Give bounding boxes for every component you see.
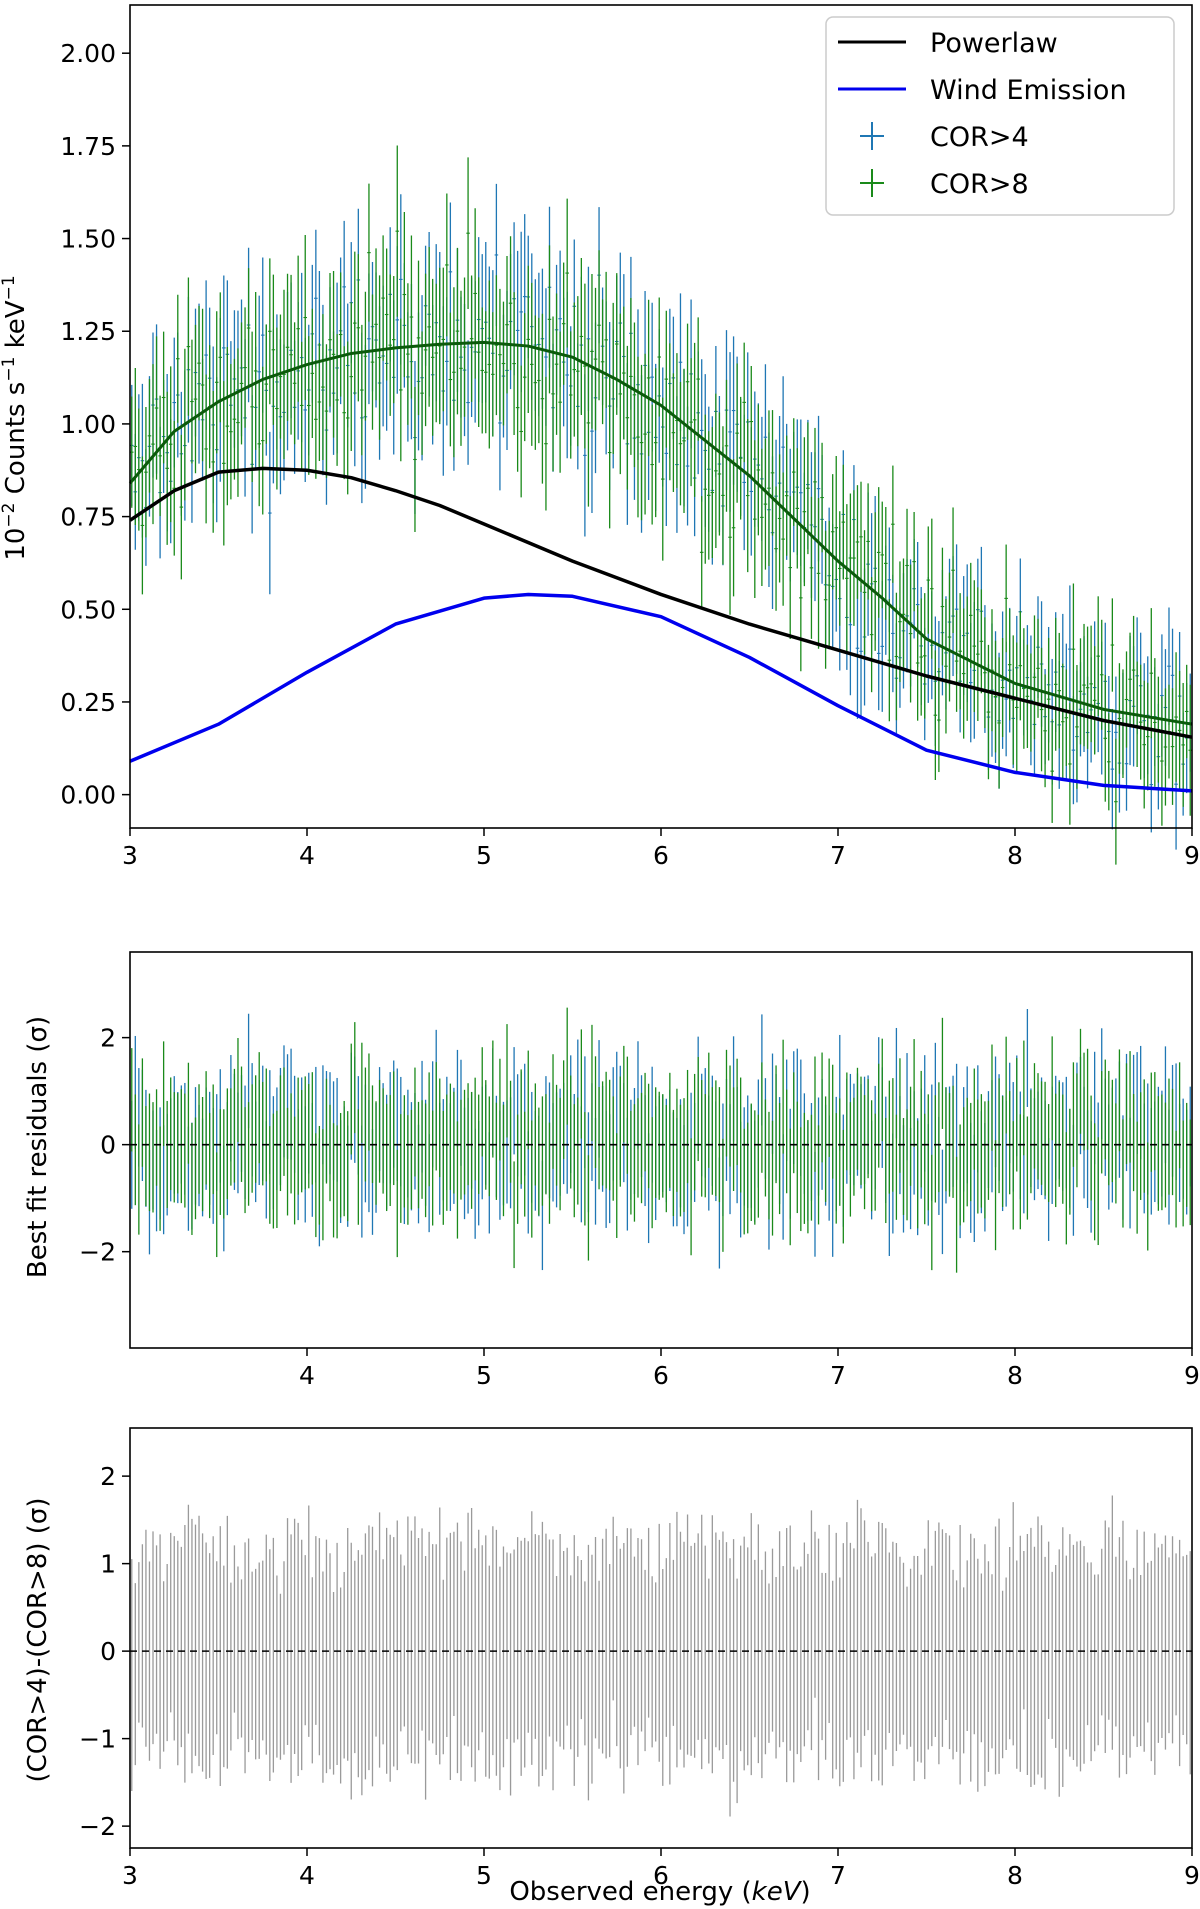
series-cor4-errorbars bbox=[130, 183, 1192, 850]
spectrum-xtick-label: 5 bbox=[476, 841, 492, 870]
difference-ytick-label: 1 bbox=[100, 1550, 116, 1579]
difference-ytick-label: −1 bbox=[79, 1725, 116, 1754]
spectrum-xtick-label: 6 bbox=[653, 841, 669, 870]
spectrum-ytick-label: 2.00 bbox=[60, 39, 116, 68]
difference-ytick-label: −2 bbox=[79, 1812, 116, 1841]
spectrum-ytick-label: 1.75 bbox=[60, 132, 116, 161]
spectrum-plot-area bbox=[128, 145, 1193, 865]
series-powerlaw-line bbox=[129, 466, 1193, 739]
spectrum-xtick-label: 7 bbox=[830, 841, 846, 870]
difference-xtick-label: 9 bbox=[1184, 1861, 1200, 1890]
residuals-xtick-label: 9 bbox=[1184, 1361, 1200, 1390]
spectrum-xtick-label: 9 bbox=[1184, 841, 1200, 870]
difference-xtick-label: 7 bbox=[830, 1861, 846, 1890]
residuals-cor8-errorbars bbox=[131, 1007, 1191, 1273]
difference-xtick-label: 6 bbox=[653, 1861, 669, 1890]
spectrum-ytick-label: 1.00 bbox=[60, 410, 116, 439]
residuals-xtick-label: 4 bbox=[299, 1361, 315, 1390]
difference-ylabel: (COR>4)-(COR>8) (σ) bbox=[23, 1497, 53, 1782]
residuals-frame bbox=[129, 951, 1193, 1349]
spectrum-ytick-label: 0.25 bbox=[60, 688, 116, 717]
legend: Powerlaw Wind Emission COR>4 COR>8 bbox=[825, 16, 1175, 216]
difference-errorbars bbox=[131, 1495, 1191, 1817]
spectrum-ytick-label: 0.75 bbox=[60, 503, 116, 532]
difference-plot-area bbox=[130, 1495, 1192, 1817]
spectrum-panel: 3 4 5 6 7 8 9 0.00 0.25 0.50 0.75 1.00 1.25 1.50 1.75 2… bbox=[0, 4, 1200, 870]
spectrum-ytick-label: 1.25 bbox=[60, 317, 116, 346]
spectrum-xtick-label: 3 bbox=[122, 841, 138, 870]
residuals-xtick-label: 8 bbox=[1007, 1361, 1023, 1390]
difference-panel: 3 4 5 6 7 8 9 −2 −1 0 1 2 (COR>4)-(COR>8) (σ) Obser… bbox=[23, 1427, 1200, 1907]
residuals-ticks: 4 5 6 7 8 9 −2 0 2 bbox=[79, 1024, 1200, 1390]
spectrum-xtick-label: 4 bbox=[299, 841, 315, 870]
residuals-plot-area bbox=[130, 1007, 1192, 1273]
residuals-ytick-label: 0 bbox=[100, 1131, 116, 1160]
difference-xtick-label: 4 bbox=[299, 1861, 315, 1890]
difference-xtick-label: 8 bbox=[1007, 1861, 1023, 1890]
residuals-panel: 4 5 6 7 8 9 −2 0 2 Best fit residuals (σ) bbox=[23, 951, 1200, 1390]
difference-ytick-label: 2 bbox=[100, 1462, 116, 1491]
series-total-model-line bbox=[128, 340, 1193, 726]
difference-ytick-label: 0 bbox=[100, 1637, 116, 1666]
legend-label-cor8: COR>8 bbox=[930, 169, 1029, 200]
spectrum-ticks: 3 4 5 6 7 8 9 0.00 0.25 0.50 0.75 1.00 1.25 1.50 1.75 2… bbox=[60, 39, 1200, 870]
legend-label-wind: Wind Emission bbox=[930, 75, 1127, 106]
series-wind-emission-line bbox=[129, 592, 1193, 793]
residuals-xtick-label: 7 bbox=[830, 1361, 846, 1390]
difference-xtick-label: 5 bbox=[476, 1861, 492, 1890]
spectrum-xtick-label: 8 bbox=[1007, 841, 1023, 870]
series-cor8-errorbars bbox=[130, 145, 1192, 865]
spectrum-ylabel: 10−2 Counts s−1 keV−1 bbox=[0, 275, 31, 560]
legend-label-powerlaw: Powerlaw bbox=[930, 28, 1058, 59]
residuals-ylabel: Best fit residuals (σ) bbox=[23, 1016, 53, 1278]
difference-ticks: 3 4 5 6 7 8 9 −2 −1 0 1 2 bbox=[79, 1462, 1200, 1890]
legend-label-cor4: COR>4 bbox=[930, 122, 1029, 153]
spectrum-ytick-label: 0.00 bbox=[60, 781, 116, 810]
difference-xtick-label: 3 bbox=[122, 1861, 138, 1890]
difference-frame bbox=[129, 1427, 1193, 1849]
difference-xlabel: Observed energy (keV) bbox=[509, 1877, 810, 1907]
residuals-xtick-label: 5 bbox=[476, 1361, 492, 1390]
legend-box bbox=[825, 16, 1175, 216]
residuals-ytick-label: 2 bbox=[100, 1024, 116, 1053]
residuals-ytick-label: −2 bbox=[79, 1238, 116, 1267]
residuals-xtick-label: 6 bbox=[653, 1361, 669, 1390]
spectrum-ytick-label: 1.50 bbox=[60, 225, 116, 254]
spectrum-ytick-label: 0.50 bbox=[60, 595, 116, 624]
